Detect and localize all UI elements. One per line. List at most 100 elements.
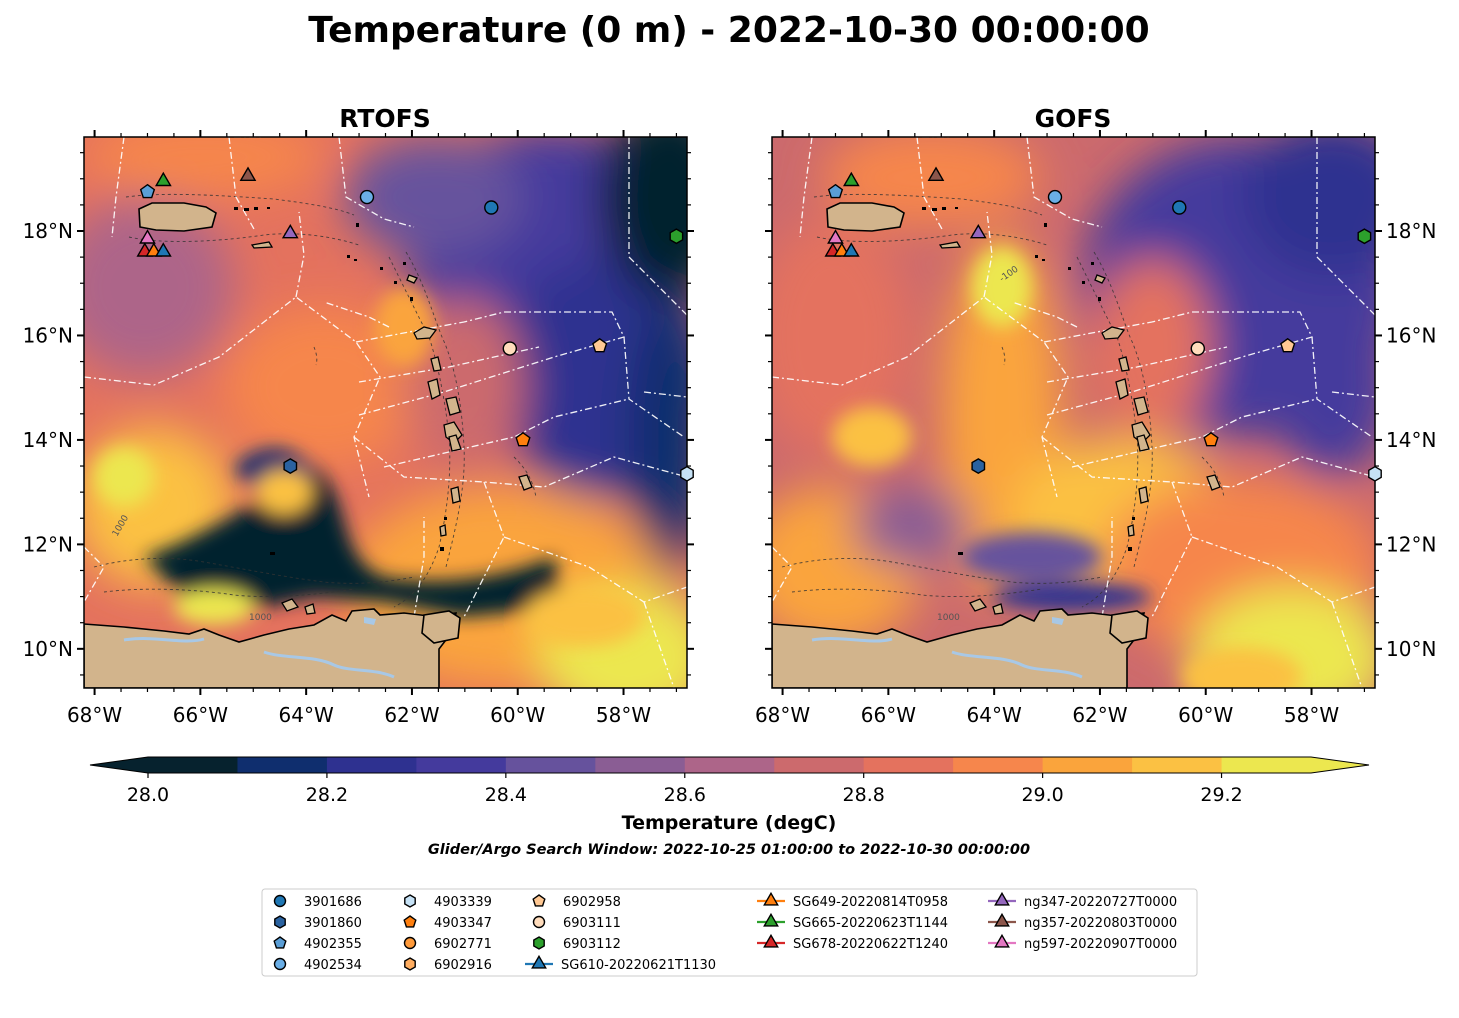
temperature-field-gofs: 1000 -100	[772, 137, 1375, 688]
map-marker-3901686	[484, 200, 499, 215]
colorbar: 28.0 28.2 28.4 28.6 28.8 29.0 29.2 Temperature…	[89, 756, 1370, 834]
legend-item-3901860: 3901860	[274, 915, 362, 931]
lat-tick-label: 14°N	[1386, 428, 1436, 452]
map-marker-sg610-20220621t1130	[154, 242, 172, 257]
lon-tick-label: 64°W	[967, 703, 1022, 727]
search-window-text: Glider/Argo Search Window: 2022-10-25 01…	[428, 842, 1030, 858]
map-marker-sg665-20220623t1144	[842, 171, 860, 187]
lat-tick-label: 16°N	[23, 323, 73, 347]
colorbar-segment	[1042, 757, 1133, 773]
temperature-field-rtofs: 1000 1000	[84, 137, 687, 688]
legend-label: 6902958	[563, 895, 621, 910]
map-marker-6902958	[1280, 337, 1296, 353]
colorbar-over-extension	[1311, 757, 1369, 773]
map-marker-4903347	[1203, 431, 1219, 447]
map-marker-4902534	[359, 189, 375, 205]
panel-title-gofs: GOFS	[1035, 104, 1112, 133]
map-marker-6903111	[502, 341, 518, 356]
contour-label: 1000	[937, 613, 960, 623]
legend-label: SG610-20220621T1130	[561, 958, 716, 973]
legend-item-4903347: 4903347	[403, 915, 492, 931]
legend-item-6902958: 6902958	[532, 894, 621, 910]
colorbar-segment	[148, 757, 238, 773]
map-marker-6903111	[1190, 341, 1206, 356]
legend-label: 6903112	[563, 937, 621, 952]
axis-ticks-gofs: 68°W 66°W 64°W 62°W 60°W 58°W 18°N 16°N 14°N 12°N…	[755, 130, 1436, 727]
legend-item-ng357-20220803t0000: ng357-20220803T0000	[988, 912, 1177, 931]
legend-label: 6902771	[434, 937, 492, 952]
legend-label: SG665-20220623T1144	[793, 916, 948, 931]
map-marker-ng597-20220907t0000	[827, 229, 844, 244]
colorbar-label: Temperature (degC)	[622, 812, 837, 834]
map-marker-4903339	[680, 465, 694, 482]
map-panel-gofs: 1000 -100 68°W 66°W 64°W 62°W 60°W 58°W 18°N 16…	[755, 130, 1436, 727]
colorbar-segment	[326, 757, 417, 773]
legend-item-4903339: 4903339	[404, 894, 492, 910]
lat-tick-label: 12°N	[23, 532, 73, 556]
map-marker-ng347-20220727t0000	[969, 224, 987, 239]
legend-label: ng347-20220727T0000	[1024, 895, 1177, 910]
colorbar-tick-label: 28.2	[306, 784, 348, 806]
map-marker-4903339	[1368, 465, 1382, 482]
lon-tick-label: 60°W	[1178, 703, 1233, 727]
legend-item-ng597-20220907t0000: ng597-20220907T0000	[988, 933, 1177, 952]
contour-label: 1000	[249, 613, 272, 623]
axis-ticks-rtofs: 68°W 66°W 64°W 62°W 60°W 58°W 18°N 16°N 14°N 12°N…	[23, 130, 694, 727]
legend-item-sg678-20220622t1240: SG678-20220622T1240	[757, 933, 948, 952]
marker-layer-gofs	[824, 166, 1382, 482]
legend-label: 3901686	[304, 895, 362, 910]
colorbar-segment	[416, 757, 507, 773]
colorbar-segment	[953, 757, 1044, 773]
legend-label: 6903111	[563, 916, 621, 931]
map-marker-4902355	[139, 183, 156, 199]
legend-item-sg665-20220623t1144: SG665-20220623T1144	[757, 912, 948, 931]
map-marker-ng597-20220907t0000	[139, 229, 156, 244]
legend-label: SG649-20220814T0958	[793, 895, 948, 910]
legend: 3901686 3901860 4902355 4902534 4903339 49033…	[261, 888, 1198, 977]
lon-tick-label: 62°W	[1072, 703, 1127, 727]
legend-label: ng597-20220907T0000	[1024, 937, 1177, 952]
colorbar-tick-label: 28.0	[127, 784, 169, 806]
legend-item-4902534: 4902534	[273, 957, 362, 973]
figure-title: Temperature (0 m) - 2022-10-30 00:00:00	[308, 10, 1149, 51]
legend-item-4902355: 4902355	[273, 936, 362, 952]
colorbar-tick-label: 28.8	[843, 784, 885, 806]
lat-tick-label: 18°N	[1386, 219, 1436, 243]
colorbar-tick-label: 29.0	[1021, 784, 1063, 806]
legend-item-6902771: 6902771	[403, 936, 492, 952]
map-marker-6903112	[1357, 228, 1372, 245]
colorbar-segment	[1132, 757, 1223, 773]
panel-title-rtofs: RTOFS	[339, 104, 431, 133]
map-marker-3901860	[283, 458, 298, 475]
map-marker-6903112	[669, 228, 684, 245]
lon-tick-label: 68°W	[755, 703, 810, 727]
legend-item-sg610-20220621t1130: SG610-20220621T1130	[525, 954, 716, 973]
legend-label: 4902355	[304, 937, 362, 952]
map-marker-3901860	[971, 458, 986, 475]
colorbar-under-extension	[90, 757, 148, 773]
lon-tick-label: 64°W	[279, 703, 334, 727]
colorbar-tick-label: 28.6	[664, 784, 706, 806]
map-marker-3901686	[1172, 200, 1187, 215]
lat-tick-label: 12°N	[1386, 532, 1436, 556]
legend-label: SG678-20220622T1240	[793, 937, 948, 952]
colorbar-segment	[505, 757, 596, 773]
lon-tick-label: 58°W	[596, 703, 651, 727]
legend-item-6902916: 6902916	[404, 957, 492, 973]
lon-tick-label: 66°W	[861, 703, 916, 727]
map-marker-sg665-20220623t1144	[154, 171, 172, 187]
legend-label: 4903347	[434, 916, 492, 931]
map-marker-4903347	[515, 431, 531, 447]
map-marker-ng357-20220803t0000	[239, 166, 257, 182]
map-marker-sg610-20220621t1130	[842, 242, 860, 257]
lon-tick-label: 68°W	[67, 703, 122, 727]
lat-tick-label: 16°N	[1386, 323, 1436, 347]
map-marker-ng357-20220803t0000	[927, 166, 945, 182]
legend-label: 4903339	[434, 895, 492, 910]
colorbar-segment	[595, 757, 686, 773]
map-marker-4902355	[827, 183, 844, 199]
colorbar-segment	[774, 757, 865, 773]
lon-tick-label: 66°W	[173, 703, 228, 727]
legend-label: ng357-20220803T0000	[1024, 916, 1177, 931]
